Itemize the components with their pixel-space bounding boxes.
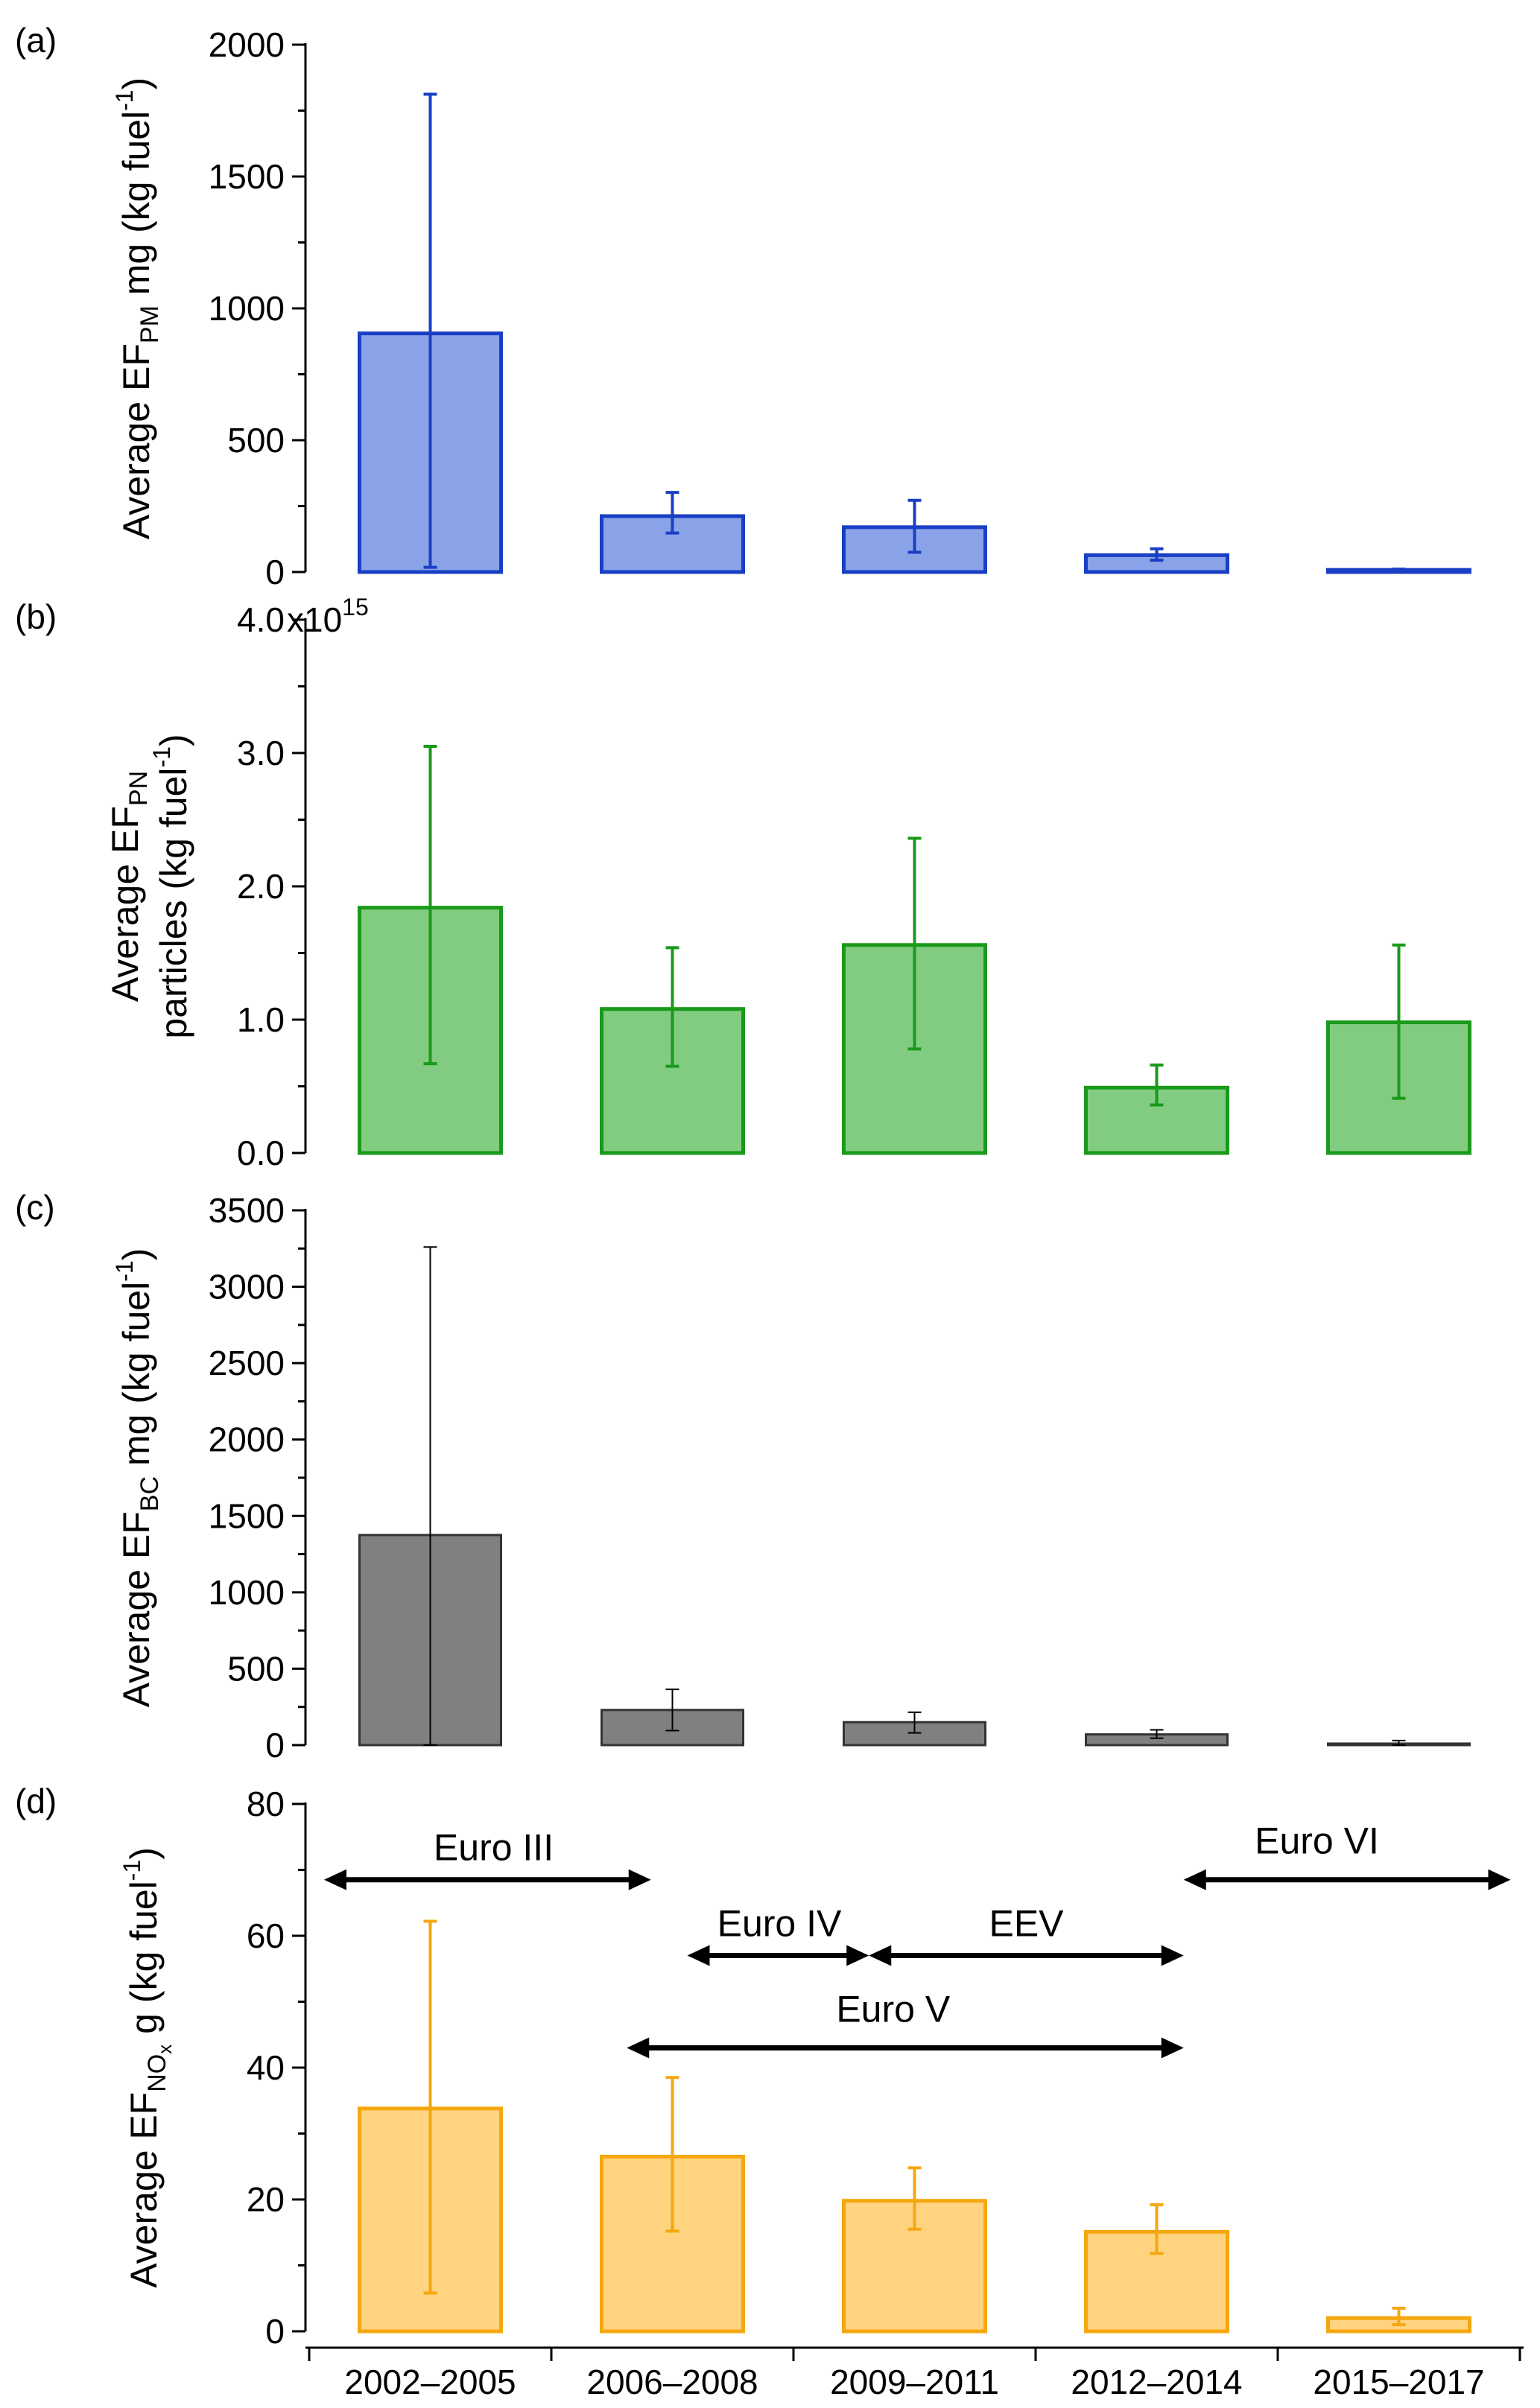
y-label-main: Average EF xyxy=(104,806,146,1002)
y-axis-label: Average EFNOx g (kg fuel-1) xyxy=(118,1847,176,2288)
arrow-head-right xyxy=(1488,1869,1511,1890)
y-axis-label: Average EFBC mg (kg fuel-1) xyxy=(111,1248,164,1708)
y-label-close: ) xyxy=(115,77,157,90)
y-axis-label: Average EFPN xyxy=(104,771,153,1002)
annotation-arrow: Euro IV xyxy=(687,1902,869,1966)
arrow-head-left xyxy=(869,1945,892,1966)
panel-letter: (d) xyxy=(15,1782,57,1820)
arrow-head-left xyxy=(1183,1869,1206,1890)
y-tick-label: 2500 xyxy=(209,1344,285,1382)
y-tick-label: 2.0 xyxy=(237,867,285,906)
y-tick-label: 0 xyxy=(265,2312,285,2351)
y-tick-label: 2000 xyxy=(209,25,285,64)
y-tick-label: 3000 xyxy=(209,1268,285,1306)
y-tick-label: 40 xyxy=(247,2048,285,2087)
y-label-rest: mg (kg fuel xyxy=(115,111,157,305)
arrow-head-right xyxy=(628,1869,651,1890)
y-tick-label: 500 xyxy=(227,421,285,460)
y-tick-label: 60 xyxy=(247,1916,285,1955)
y-label-sub: NO xyxy=(143,2054,171,2092)
y-label-sub: PM xyxy=(136,305,164,343)
y-axis-label-line2: particles (kg fuel-1) xyxy=(148,734,194,1038)
y-tick-label: 1.0 xyxy=(237,1000,285,1039)
y-label-subsub: x xyxy=(153,2045,176,2054)
y-label-rest: g (kg fuel xyxy=(123,1881,165,2045)
y-label-sup: -1 xyxy=(118,1860,145,1881)
y-label-sup: -1 xyxy=(148,746,175,767)
annotation-arrow: Euro VI xyxy=(1183,1820,1511,1890)
arrow-head-left xyxy=(627,2037,650,2059)
annotation-label: Euro IV xyxy=(717,1902,842,1944)
y-tick-label: 3.0 xyxy=(237,734,285,772)
annotation-arrow: EEV xyxy=(869,1902,1184,1966)
y-axis-label: Average EFPM mg (kg fuel-1) xyxy=(111,77,164,539)
y-label-close: ) xyxy=(115,1248,157,1261)
annotation-arrow: Euro III xyxy=(324,1827,651,1890)
y-label-close: ) xyxy=(153,734,194,746)
y-tick-label: 3500 xyxy=(209,1191,285,1230)
panel-b: 0.0 1.0 2.0 3.0 4.0 x1015 (b) Average EFPN part… xyxy=(15,594,1471,1172)
y-tick-label: 0 xyxy=(265,553,285,591)
y-label-sup: -1 xyxy=(111,1260,138,1281)
panel-letter: (c) xyxy=(15,1188,55,1227)
annotation-label: Euro V xyxy=(836,1988,951,2030)
shared-x-axis: 2002–2005 2006–2008 2009–2011 2012–2014 2015… xyxy=(305,2346,1524,2401)
panel-d: 0 20 40 60 80 (d) Average EFNOx g (kg fuel-1) E… xyxy=(15,1782,1511,2351)
x-tick-label: 2009–2011 xyxy=(830,2363,999,2401)
annotation-arrow: Euro V xyxy=(627,1988,1184,2059)
y-tick-label: 1000 xyxy=(209,1573,285,1612)
arrow-head-right xyxy=(1161,2037,1184,2059)
x-tick-label: 2015–2017 xyxy=(1313,2363,1484,2401)
annotation-label: Euro VI xyxy=(1255,1820,1379,1862)
y-label-rest: mg (kg fuel xyxy=(115,1282,157,1476)
y-tick-label: 20 xyxy=(247,2180,285,2219)
y-label-main: Average EF xyxy=(123,2092,165,2288)
arrow-head-left xyxy=(687,1945,710,1966)
y-tick-label: 1500 xyxy=(209,1496,285,1535)
y-label-sup: -1 xyxy=(111,89,138,110)
bar xyxy=(1084,1085,1229,1155)
y-exponent-label: x1015 xyxy=(287,594,369,639)
panel-c: 0 500 1000 1500 2000 2500 3000 3500 (c) Average E… xyxy=(15,1188,1471,1764)
y-tick-label: 4.0 xyxy=(237,600,285,639)
y-label-main: Average EF xyxy=(115,343,157,539)
arrow-head-right xyxy=(1161,1945,1184,1966)
panel-a: 0 500 1000 1500 2000 (a) Average EFPM mg (kg f… xyxy=(15,21,1471,591)
y-label-main: Average EF xyxy=(115,1511,157,1707)
y-label-close: ) xyxy=(123,1847,165,1860)
y-label-sub: BC xyxy=(136,1476,164,1511)
x-tick-label: 2006–2008 xyxy=(586,2363,758,2401)
annotation-label: EEV xyxy=(989,1902,1064,1944)
y-tick-label: 80 xyxy=(247,1785,285,1823)
panel-letter: (a) xyxy=(15,21,57,60)
y-tick-label: 1000 xyxy=(209,289,285,328)
y-tick-label: 0.0 xyxy=(237,1134,285,1172)
annotation-label: Euro III xyxy=(434,1827,554,1869)
panel-letter: (b) xyxy=(15,597,57,636)
y-tick-label: 0 xyxy=(265,1726,285,1764)
x-tick-label: 2012–2014 xyxy=(1071,2363,1242,2401)
exponent-sup: 15 xyxy=(342,594,369,620)
arrow-head-left xyxy=(324,1869,346,1890)
exponent-base: x10 xyxy=(287,600,342,639)
y-tick-label: 500 xyxy=(227,1649,285,1688)
arrow-head-right xyxy=(846,1945,869,1966)
y-label-sub: PN xyxy=(124,771,153,806)
x-tick-label: 2002–2005 xyxy=(344,2363,516,2401)
y-tick-label: 2000 xyxy=(209,1420,285,1459)
y-label-line2: particles (kg fuel xyxy=(153,768,194,1039)
y-tick-label: 1500 xyxy=(209,157,285,196)
